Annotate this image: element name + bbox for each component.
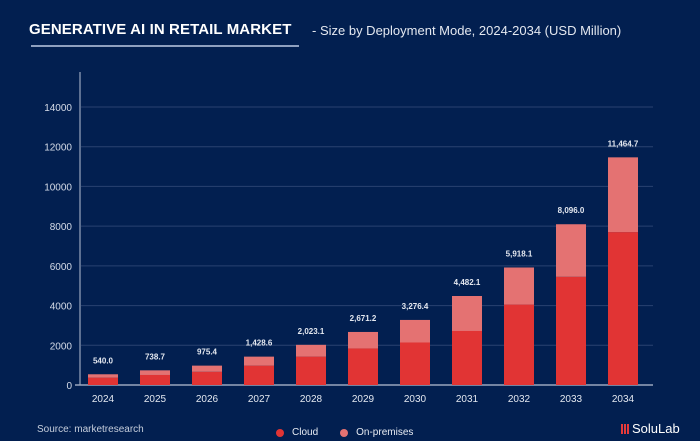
total-label: 5,918.1 [506,249,533,258]
bar-on-premises-2029 [348,331,378,349]
legend-label-on-premises: On-premises [356,427,414,438]
x-tick-label: 2030 [404,394,427,405]
legend-swatch-on-premises [340,428,349,437]
bar-cloud-2029 [348,348,378,385]
y-tick-label: 0 [66,381,72,392]
total-label: 8,096.0 [558,206,585,215]
bar-on-premises-2034 [608,157,638,233]
brand-logo: SoluLab [621,421,680,436]
total-label: 3,276.4 [402,302,429,311]
bar-on-premises-2024 [88,374,118,378]
x-tick-label: 2029 [352,394,375,405]
solulab-logo-icon [621,423,629,434]
legend-label-cloud: Cloud [292,427,319,438]
y-tick-label: 14000 [44,103,72,114]
x-tick-label: 2025 [144,394,167,405]
y-tick-label: 12000 [44,143,72,154]
legend: Cloud On-premises [276,427,413,438]
bar-on-premises-2026 [192,365,222,372]
total-label: 4,482.1 [454,278,481,287]
total-label: 2,671.2 [350,314,377,323]
x-tick-label: 2032 [508,394,531,405]
y-tick-label: 10000 [44,182,72,193]
y-tick-label: 6000 [50,262,73,273]
title-underline [31,45,299,47]
total-label: 11,464.7 [608,139,639,148]
bar-cloud-2026 [192,371,222,385]
chart-subtitle: - Size by Deployment Mode, 2024-2034 (US… [312,23,622,38]
x-tick-label: 2024 [92,394,115,405]
total-label: 738.7 [145,352,166,361]
x-tick-label: 2033 [560,394,583,405]
total-label: 1,428.6 [246,339,273,348]
x-tick-label: 2034 [612,394,635,405]
bar-on-premises-2031 [452,295,482,331]
bar-on-premises-2028 [296,344,326,357]
x-tick-label: 2028 [300,394,323,405]
source-note: Source: marketresearch [37,424,144,435]
x-tick-label: 2026 [196,394,219,405]
bar-cloud-2034 [608,232,638,385]
bar-on-premises-2032 [504,267,534,305]
x-tick-label: 2031 [456,394,479,405]
brand-name: SoluLab [632,421,680,436]
bar-on-premises-2025 [140,370,170,375]
bar-cloud-2028 [296,356,326,385]
total-label: 540.0 [93,356,114,365]
legend-item-cloud: Cloud [276,427,318,438]
legend-item-on-premises: On-premises [340,427,413,438]
x-tick-label: 2027 [248,394,271,405]
bar-cloud-2030 [400,342,430,385]
total-label: 975.4 [197,348,218,357]
y-tick-label: 8000 [50,222,73,233]
y-tick-label: 2000 [50,341,73,352]
bar-on-premises-2030 [400,319,430,343]
bar-cloud-2025 [140,374,170,385]
bar-cloud-2024 [88,377,118,385]
bar-cloud-2031 [452,330,482,385]
legend-swatch-cloud [276,428,284,437]
total-label: 2,023.1 [298,327,325,336]
y-tick-label: 4000 [50,302,73,313]
bar-cloud-2033 [556,276,586,385]
bar-cloud-2027 [244,365,274,385]
bar-cloud-2032 [504,304,534,385]
bar-on-premises-2033 [556,224,586,277]
bar-on-premises-2027 [244,356,274,366]
chart-title: GENERATIVE AI IN RETAIL MARKET [29,21,292,38]
